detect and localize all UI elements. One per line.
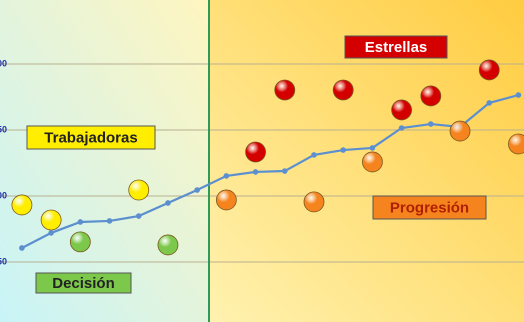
- bubble: [69, 231, 91, 253]
- y-tick-label: 150: [0, 124, 7, 134]
- line-point: [48, 230, 54, 236]
- bubble: [11, 194, 33, 216]
- group-label: Decisión: [52, 275, 115, 292]
- line-point: [106, 218, 113, 224]
- y-tick-label: 200: [0, 58, 7, 68]
- line-point: [515, 92, 522, 98]
- bubble: [420, 85, 442, 107]
- line: [21, 93, 519, 249]
- line-point: [252, 169, 259, 175]
- bubble: [303, 191, 325, 213]
- bubble: [245, 141, 266, 163]
- bubble: [362, 151, 383, 173]
- bubble: [215, 189, 237, 211]
- line-point: [165, 200, 171, 206]
- bubble: [332, 79, 354, 101]
- group-label: Trabajadoras: [44, 129, 137, 146]
- label-box: [26, 125, 156, 150]
- group-label: Estrellas: [365, 39, 428, 56]
- line-point: [19, 245, 25, 251]
- line-point: [223, 173, 230, 179]
- background-left: [0, 0, 209, 322]
- bubble: [478, 59, 500, 81]
- y-tick-label: 100: [0, 190, 7, 200]
- label-box: [35, 272, 132, 294]
- line-point: [486, 100, 493, 106]
- line-point: [398, 125, 405, 131]
- label-box: [372, 195, 487, 220]
- line-point: [77, 219, 84, 225]
- line-point: [311, 152, 317, 158]
- bubble: [274, 79, 296, 101]
- line-point: [428, 121, 434, 127]
- bubble: [157, 234, 179, 256]
- line-point: [281, 168, 288, 174]
- bubble: [508, 133, 524, 155]
- bubble: [128, 179, 150, 201]
- line-point: [369, 145, 376, 151]
- line-point: [194, 187, 200, 193]
- label-box: [344, 35, 448, 59]
- bubble: [449, 120, 471, 142]
- line-point: [135, 213, 142, 219]
- group-label: Progresión: [390, 199, 469, 216]
- bubble: [391, 99, 413, 121]
- line-point: [340, 147, 346, 153]
- bubble: [40, 209, 62, 231]
- y-tick-label: 50: [0, 256, 7, 266]
